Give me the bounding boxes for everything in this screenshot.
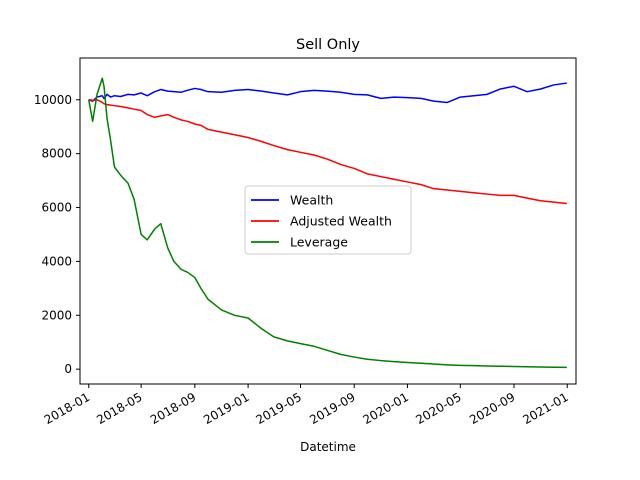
x-tick-label: 2018-05 [94,390,144,427]
y-tick-label: 10000 [34,93,72,107]
x-tick-label: 2020-01 [361,390,411,427]
legend-label-leverage: Leverage [290,235,348,250]
x-axis-title: Datetime [300,440,356,454]
chart-title: Sell Only [296,37,360,53]
x-tick-label: 2019-05 [254,390,304,427]
y-tick-label: 0 [64,362,72,376]
y-tick-label: 8000 [41,147,72,161]
series-layer [87,77,567,369]
legend-box [244,185,412,255]
x-axis: 2018-01 2018-05 2018-09 2019-01 2019-05 2019-… [42,384,571,427]
y-axis: 0 2000 4000 6000 8000 10000 [34,93,80,376]
x-tick-label: 2021-01 [520,390,570,427]
legend-label-wealth: Wealth [290,193,333,208]
legend-label-adjusted-wealth: Adjusted Wealth [290,214,392,229]
series-line-wealth [88,82,567,104]
y-tick-label: 4000 [41,254,72,268]
x-tick-label: 2018-01 [42,390,92,427]
x-tick-label: 2018-09 [148,390,198,427]
x-tick-label: 2019-09 [307,390,357,427]
series-line-adjusted-wealth [88,99,567,205]
x-tick-label: 2020-05 [413,390,463,427]
legend: Wealth Adjusted Wealth Leverage [244,185,412,255]
y-tick-label: 2000 [41,308,72,322]
x-tick-label: 2020-09 [467,390,517,427]
x-tick-label: 2019-01 [201,390,251,427]
plot-area [79,57,577,385]
plot-frame [79,57,577,385]
series-line-leverage [87,77,567,369]
y-tick-label: 6000 [41,201,72,215]
